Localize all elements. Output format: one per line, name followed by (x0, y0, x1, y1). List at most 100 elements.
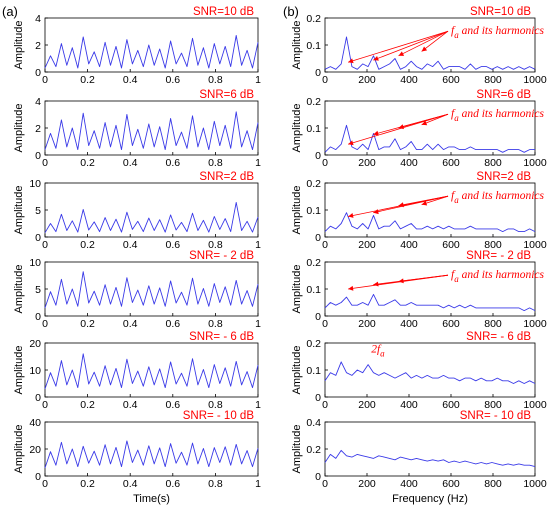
y-tick-label: 0.2 (306, 178, 321, 190)
x-tick-label: 0.6 (165, 157, 180, 169)
y-tick-label: 0 (315, 67, 321, 79)
signal-line (324, 36, 536, 70)
y-tick-label: 0 (315, 232, 321, 244)
annotation-arrowhead (421, 120, 428, 126)
x-tick-label: 0 (322, 239, 328, 251)
x-tick-label: 0.8 (208, 399, 223, 411)
x-tick-label: 0 (322, 399, 328, 411)
annotation-arrow (398, 195, 449, 207)
signal-line (324, 212, 536, 233)
signal-line (44, 201, 259, 233)
x-tick-label: 1 (255, 157, 261, 169)
annotation-subscript: a (454, 113, 459, 123)
annotation-arrowhead (373, 281, 379, 287)
annotation-arrowhead (373, 55, 379, 61)
axes-frame (324, 421, 536, 477)
x-tick-label: 1000 (523, 239, 547, 251)
x-tick-label: 600 (442, 239, 460, 251)
annotation-arrow (373, 30, 449, 61)
y-tick-label: 2 (35, 40, 41, 52)
x-tick-label: 800 (484, 157, 502, 169)
snr-title: SNR=2 dB (476, 171, 531, 183)
x-tick-label: 200 (358, 239, 376, 251)
annotation-suffix: and its harmonics (459, 190, 545, 202)
y-tick-label: 20 (29, 338, 41, 350)
annotation-arrowhead (373, 209, 379, 215)
y-tick-label: 10 (29, 178, 41, 190)
x-tick-label: 1 (255, 318, 261, 330)
signal-line (44, 271, 259, 309)
y-axis-label: Amplitude (291, 21, 303, 70)
y-tick-label: 0.2 (306, 444, 321, 456)
y-tick-label: 0.4 (306, 417, 321, 429)
snr-title: SNR=6 dB (476, 89, 531, 101)
x-tick-label: 1 (255, 478, 261, 490)
annotation-arrowhead (373, 130, 379, 136)
x-tick-label: 1000 (523, 157, 547, 169)
x-tick-label: 400 (400, 157, 418, 169)
x-tick-label: 0.8 (208, 239, 223, 251)
annotation-subscript: a (454, 195, 459, 205)
x-tick-label: 0.6 (165, 318, 180, 330)
x-tick-label: 400 (400, 399, 418, 411)
y-tick-label: 0 (35, 311, 41, 323)
x-tick-label: 800 (484, 318, 502, 330)
y-tick-label: 4 (35, 96, 41, 108)
x-tick-label: 200 (358, 74, 376, 86)
snr-title: SNR=10 dB (193, 6, 254, 18)
x-tick-label: 600 (442, 318, 460, 330)
annotation-arrowhead (348, 285, 354, 291)
y-tick-label: 5 (35, 284, 41, 296)
y-axis-label: Amplitude (13, 186, 25, 235)
annotation-arrowhead (398, 202, 404, 208)
y-axis-label: Amplitude (13, 265, 25, 314)
annotation-subscript: a (380, 349, 385, 359)
x-tick-label: 0.6 (165, 74, 180, 86)
x-tick-label: 0 (322, 318, 328, 330)
annotation-arrowhead (398, 51, 405, 56)
x-tick-label: 0 (42, 239, 48, 251)
signal-line (324, 124, 535, 153)
axes-frame (324, 100, 536, 156)
panel-b-label: (b) (283, 4, 299, 19)
y-tick-label: 5 (35, 205, 41, 217)
snr-title: SNR= - 6 dB (466, 331, 531, 343)
signal-line (324, 361, 536, 384)
y-tick-label: 10 (29, 257, 41, 269)
x-tick-label: 0.6 (165, 399, 180, 411)
annotation-suffix: and its harmonics (459, 269, 545, 281)
y-tick-label: 0 (35, 67, 41, 79)
harmonics-annotation: fa and its harmonics (451, 269, 545, 284)
x-tick-label: 0 (42, 399, 48, 411)
snr-title: SNR= - 10 dB (183, 410, 255, 422)
x-tick-label: 0.6 (165, 478, 180, 490)
panel-a-label: (a) (2, 4, 18, 19)
signal-line (324, 293, 536, 312)
snr-title: SNR=10 dB (470, 6, 531, 18)
x-tick-label: 0 (42, 318, 48, 330)
snr-title: SNR= - 2 dB (189, 250, 254, 262)
y-axis-label: Amplitude (13, 425, 25, 474)
x-tick-label: 800 (484, 399, 502, 411)
x-tick-label: 400 (400, 318, 418, 330)
x-tick-label: 0.8 (208, 318, 223, 330)
y-tick-label: 0 (315, 150, 321, 162)
y-axis-label: Amplitude (291, 425, 303, 474)
x-tick-label: 0.4 (123, 74, 138, 86)
x-tick-label: 0.2 (80, 318, 95, 330)
x-axis-label: Time(s) (133, 493, 170, 505)
y-tick-label: 40 (29, 417, 41, 429)
x-tick-label: 0 (322, 157, 328, 169)
y-tick-label: 0.1 (306, 284, 321, 296)
snr-title: SNR= - 10 dB (460, 410, 532, 422)
x-tick-label: 1000 (523, 74, 547, 86)
x-tick-label: 200 (358, 478, 376, 490)
annotation-arrowhead (421, 46, 428, 52)
x-tick-label: 200 (358, 157, 376, 169)
